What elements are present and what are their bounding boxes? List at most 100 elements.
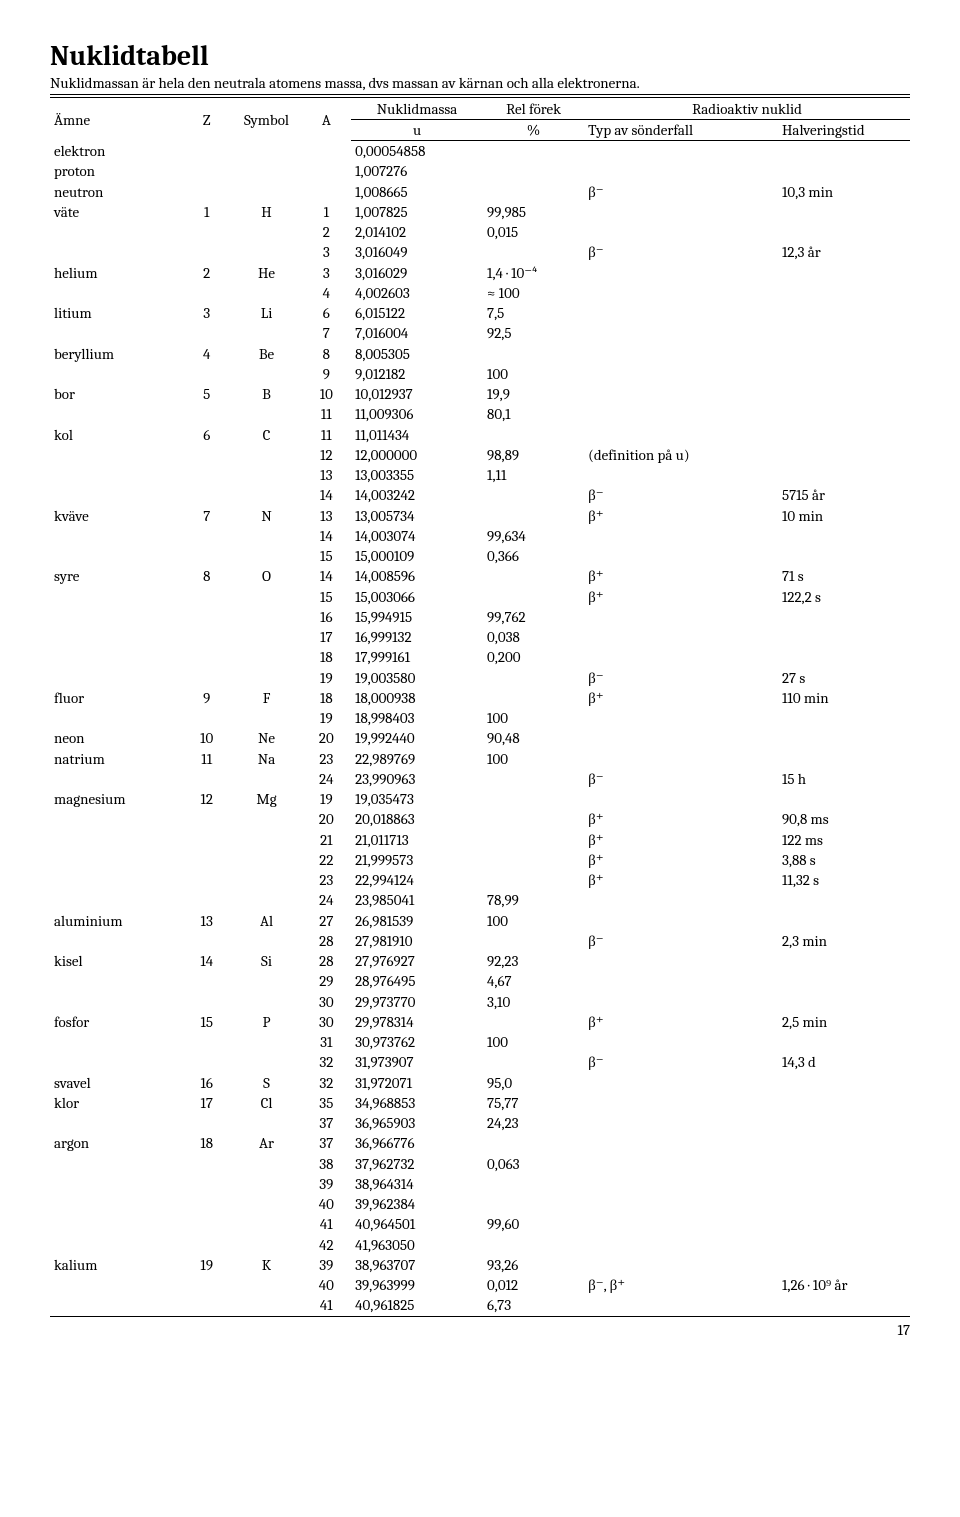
cell	[584, 1133, 778, 1153]
cell	[483, 769, 584, 789]
cell	[182, 708, 231, 728]
cell: klor	[50, 1093, 182, 1113]
cell: 11,011434	[351, 425, 483, 445]
cell: 32	[302, 1052, 351, 1072]
cell	[182, 1275, 231, 1295]
cell	[231, 546, 301, 566]
cell	[584, 1295, 778, 1316]
cell	[50, 465, 182, 485]
cell: 8	[302, 344, 351, 364]
cell: β⁺	[584, 506, 778, 526]
cell	[778, 1133, 910, 1153]
cell	[584, 202, 778, 222]
cell	[50, 1113, 182, 1133]
table-row: fosfor15P3029,978314β⁺2,5 min	[50, 1012, 910, 1032]
cell	[50, 1052, 182, 1072]
cell: 4	[302, 283, 351, 303]
cell	[231, 526, 301, 546]
cell	[584, 749, 778, 769]
cell	[50, 992, 182, 1012]
cell	[483, 161, 584, 181]
cell: 27 s	[778, 668, 910, 688]
cell: 29	[302, 971, 351, 991]
cell: 17	[302, 627, 351, 647]
cell	[50, 546, 182, 566]
cell: 40,964501	[351, 1214, 483, 1234]
cell: C	[231, 425, 301, 445]
cell	[50, 1235, 182, 1255]
cell: 20	[302, 728, 351, 748]
th-relforek: Rel förek	[483, 98, 584, 120]
cell: fluor	[50, 688, 182, 708]
cell	[584, 263, 778, 283]
th-nuklidmassa: Nuklidmassa	[351, 98, 483, 120]
cell: 11	[182, 749, 231, 769]
cell: He	[231, 263, 301, 283]
table-row: helium2He33,0160291,4 · 10⁻⁴	[50, 263, 910, 283]
cell: 12	[302, 445, 351, 465]
cell: 14	[302, 526, 351, 546]
cell	[231, 607, 301, 627]
cell: 2	[302, 222, 351, 242]
table-row: aluminium13Al2726,981539100	[50, 911, 910, 931]
th-u: u	[351, 120, 483, 141]
th-amne: Ämne	[50, 98, 182, 141]
cell: β⁺	[584, 809, 778, 829]
cell: 24	[302, 890, 351, 910]
table-row: bor5B1010,01293719,9	[50, 384, 910, 404]
cell	[778, 1214, 910, 1234]
cell: β⁺	[584, 688, 778, 708]
cell	[778, 708, 910, 728]
cell: syre	[50, 566, 182, 586]
cell	[483, 850, 584, 870]
cell: fosfor	[50, 1012, 182, 1032]
cell: Al	[231, 911, 301, 931]
table-row: argon18Ar3736,966776	[50, 1133, 910, 1153]
cell: 15,000109	[351, 546, 483, 566]
cell: 27,981910	[351, 931, 483, 951]
cell	[231, 627, 301, 647]
cell	[584, 364, 778, 384]
cell: Na	[231, 749, 301, 769]
cell: 0,038	[483, 627, 584, 647]
cell	[483, 1174, 584, 1194]
cell	[182, 485, 231, 505]
cell	[182, 607, 231, 627]
cell: K	[231, 1255, 301, 1275]
cell: elektron	[50, 141, 182, 162]
table-row: 1716,9991320,038	[50, 627, 910, 647]
cell: β⁻	[584, 485, 778, 505]
cell	[584, 465, 778, 485]
cell: 14,003074	[351, 526, 483, 546]
cell: 1,007276	[351, 161, 483, 181]
cell: β⁻, β⁺	[584, 1275, 778, 1295]
th-a: A	[302, 98, 351, 141]
cell	[778, 445, 910, 465]
cell: 30,973762	[351, 1032, 483, 1052]
cell: 24,23	[483, 1113, 584, 1133]
cell: Be	[231, 344, 301, 364]
cell: proton	[50, 161, 182, 181]
table-row: 3130,973762100	[50, 1032, 910, 1052]
cell	[584, 1154, 778, 1174]
cell	[182, 1032, 231, 1052]
cell	[483, 789, 584, 809]
table-row: syre8O1414,008596β⁺71 s	[50, 566, 910, 586]
cell	[483, 587, 584, 607]
cell: 1,007825	[351, 202, 483, 222]
cell	[182, 971, 231, 991]
cell	[584, 971, 778, 991]
nuclide-table: Ämne Z Symbol A Nuklidmassa Rel förek Ra…	[50, 97, 910, 1317]
cell: 38	[302, 1154, 351, 1174]
cell	[231, 182, 301, 202]
cell: 22	[302, 850, 351, 870]
cell: 16	[302, 607, 351, 627]
cell	[50, 526, 182, 546]
cell	[778, 323, 910, 343]
cell: 99,762	[483, 607, 584, 627]
cell	[231, 1052, 301, 1072]
cell: 27,976927	[351, 951, 483, 971]
cell: 18	[302, 647, 351, 667]
table-row: 1817,9991610,200	[50, 647, 910, 667]
cell	[483, 344, 584, 364]
